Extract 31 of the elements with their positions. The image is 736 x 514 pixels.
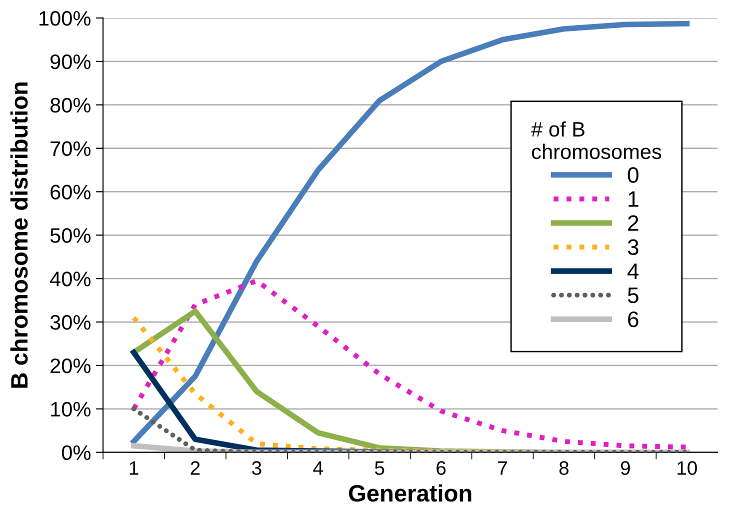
y-tick-label: 70% — [50, 141, 90, 156]
x-tick-label: 7 — [498, 461, 507, 475]
legend-label: 0 — [628, 167, 638, 183]
x-tick-label: 4 — [313, 461, 323, 475]
x-tick-label: 10 — [678, 461, 697, 475]
y-tick-label: 0% — [62, 445, 90, 460]
y-tick-label: 30% — [50, 315, 90, 330]
x-tick-label: 9 — [620, 461, 630, 475]
y-tick-label: 50% — [50, 228, 90, 243]
x-tick-label: 5 — [374, 461, 384, 475]
y-tick-label: 80% — [50, 98, 90, 113]
legend-title: # of B chromosomes — [531, 121, 662, 160]
x-tick-label: 8 — [559, 461, 569, 475]
legend-label: 3 — [628, 239, 638, 256]
y-tick-label: 40% — [50, 272, 90, 286]
x-tick-label: 6 — [436, 461, 446, 475]
legend-label: 4 — [627, 264, 639, 279]
legend-label: 2 — [628, 215, 638, 231]
x-axis-title: Generation — [348, 484, 472, 502]
x-tick-label: 2 — [190, 461, 200, 475]
y-axis-title: B chromosome distribution — [10, 82, 28, 388]
legend-label: 6 — [628, 311, 638, 328]
x-tick-label: 3 — [252, 461, 262, 475]
x-tick-label: 1 — [130, 461, 138, 475]
legend-label: 1 — [628, 191, 638, 207]
y-tick-label: 90% — [50, 54, 90, 70]
legend-label: 5 — [628, 288, 638, 304]
y-tick-label: 10% — [51, 402, 90, 417]
y-tick-label: 20% — [50, 358, 90, 374]
y-tick-label: 100% — [40, 10, 90, 26]
y-tick-label: 60% — [50, 184, 90, 200]
